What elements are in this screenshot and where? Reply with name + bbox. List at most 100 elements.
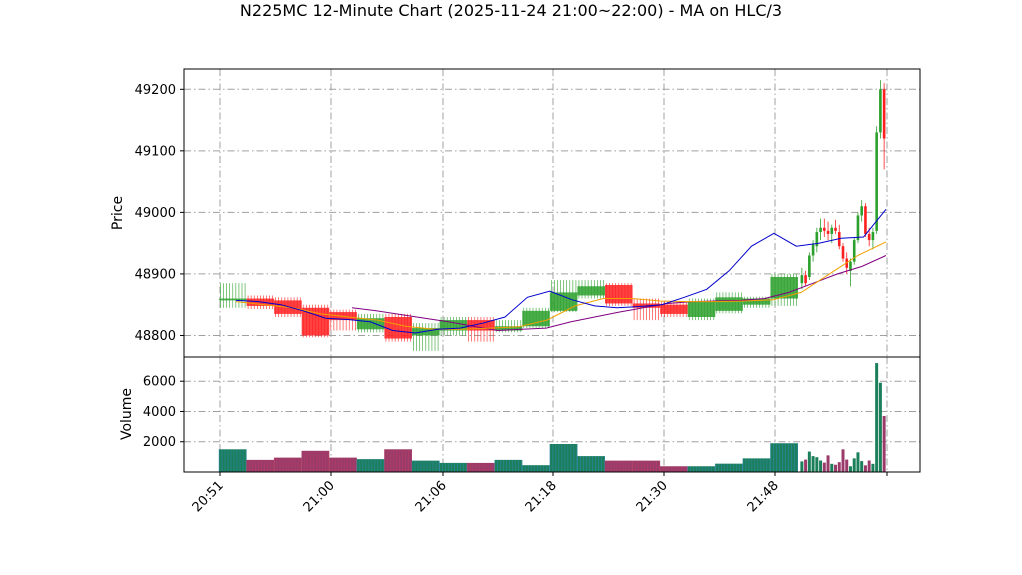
volume-bar <box>871 463 875 472</box>
candle-body <box>660 304 688 314</box>
volume-bar <box>882 416 886 472</box>
candle-body <box>856 215 860 241</box>
candle-body <box>687 301 716 317</box>
volume-bar <box>329 457 357 472</box>
volume-tick-label: 6000 <box>143 375 176 390</box>
candle-body <box>219 298 247 301</box>
volume-bar <box>848 466 852 472</box>
volume-bar <box>878 382 882 472</box>
volume-bar <box>384 449 412 472</box>
volume-tick-label: 2000 <box>143 435 176 450</box>
volume-axis-label: Volume <box>119 388 135 440</box>
price-panel: 48800 48900 49000 49100 49200 Price <box>110 68 921 358</box>
candle-body <box>834 227 837 231</box>
volume-bar <box>494 459 523 472</box>
candle-body <box>879 89 882 133</box>
candle-body <box>804 275 807 284</box>
candle-body <box>849 261 852 271</box>
x-tick-label: 21:18 <box>523 478 560 515</box>
candle-body <box>494 326 523 331</box>
candle-body <box>871 232 875 241</box>
candle-body <box>882 89 886 139</box>
x-tick-label: 21:30 <box>634 478 671 515</box>
x-tick-label: 21:00 <box>301 478 338 515</box>
candle-body <box>875 132 878 231</box>
candle-body <box>830 227 834 234</box>
volume-bar <box>856 452 860 472</box>
candle-body <box>742 298 771 305</box>
volume-tick-label: 4000 <box>143 405 176 420</box>
volume-bar <box>770 443 798 472</box>
volume-panel: 2000 4000 6000 Volume <box>119 356 921 473</box>
candle-body <box>384 317 412 339</box>
x-tick-label: 20:51 <box>190 478 227 515</box>
price-tick-label: 48800 <box>135 329 176 344</box>
candle-body <box>811 244 815 256</box>
candle-body <box>841 246 845 259</box>
volume-bar <box>412 460 440 472</box>
candle-body <box>822 227 826 231</box>
volume-bar <box>439 462 468 472</box>
volume-bar <box>522 465 550 472</box>
volume-bar <box>826 455 830 472</box>
price-tick-label: 49100 <box>135 144 176 159</box>
candle-body <box>715 297 743 311</box>
volume-bar <box>632 460 661 472</box>
volume-bars <box>218 363 886 472</box>
price-candles <box>219 80 886 351</box>
candle-body <box>819 227 822 233</box>
volume-bar <box>356 459 385 472</box>
price-grid <box>184 69 920 357</box>
ma-mid-line <box>235 241 887 330</box>
volume-bar <box>800 461 804 472</box>
volume-bar <box>867 460 871 472</box>
x-axis-ticks: 20:51 21:00 21:06 21:18 21:30 21:48 <box>190 472 888 515</box>
volume-bar <box>549 444 578 472</box>
volume-bar <box>841 449 845 472</box>
volume-bar <box>852 458 856 472</box>
volume-bar <box>219 449 247 472</box>
x-tick-label: 21:48 <box>745 478 782 515</box>
candle-body <box>826 230 830 234</box>
volume-bar <box>811 456 815 472</box>
volume-bar <box>467 462 495 472</box>
volume-bar <box>807 451 811 472</box>
chart-title: N225MC 12-Minute Chart (2025-11-24 21:00… <box>240 1 782 20</box>
candle-body <box>439 320 468 331</box>
volume-bar <box>301 450 330 472</box>
candle-body <box>864 206 867 234</box>
volume-bar <box>845 459 849 472</box>
volume-bar <box>660 466 688 472</box>
volume-grid <box>184 357 920 472</box>
candle-body <box>549 292 578 311</box>
candle-body <box>815 232 819 247</box>
candle-body <box>522 310 550 327</box>
price-tick-label: 48900 <box>135 267 176 282</box>
volume-bar <box>605 460 633 472</box>
volume-bar <box>274 457 302 472</box>
candle-body <box>837 232 841 247</box>
candle-body <box>808 255 811 277</box>
candle-body <box>770 277 798 299</box>
volume-bar <box>742 458 771 472</box>
candle-body <box>356 318 385 330</box>
volume-bar <box>834 464 838 472</box>
volume-bar <box>246 459 275 472</box>
x-tick-label: 21:06 <box>413 478 450 515</box>
price-tick-label: 49200 <box>135 83 176 98</box>
ma-long-line <box>351 255 887 332</box>
volume-bar <box>577 456 605 472</box>
volume-panel-frame <box>183 356 921 473</box>
price-tick-label: 49000 <box>135 206 176 221</box>
moving-averages <box>235 208 887 334</box>
candle-body <box>800 275 804 284</box>
volume-bar <box>819 460 823 472</box>
candle-body <box>577 286 605 296</box>
volume-bar <box>863 465 867 472</box>
volume-bar <box>687 466 716 472</box>
volume-y-ticks: 2000 4000 6000 <box>143 375 184 450</box>
volume-bar <box>837 462 841 472</box>
candle-body <box>605 285 633 304</box>
candle-body <box>852 240 856 262</box>
